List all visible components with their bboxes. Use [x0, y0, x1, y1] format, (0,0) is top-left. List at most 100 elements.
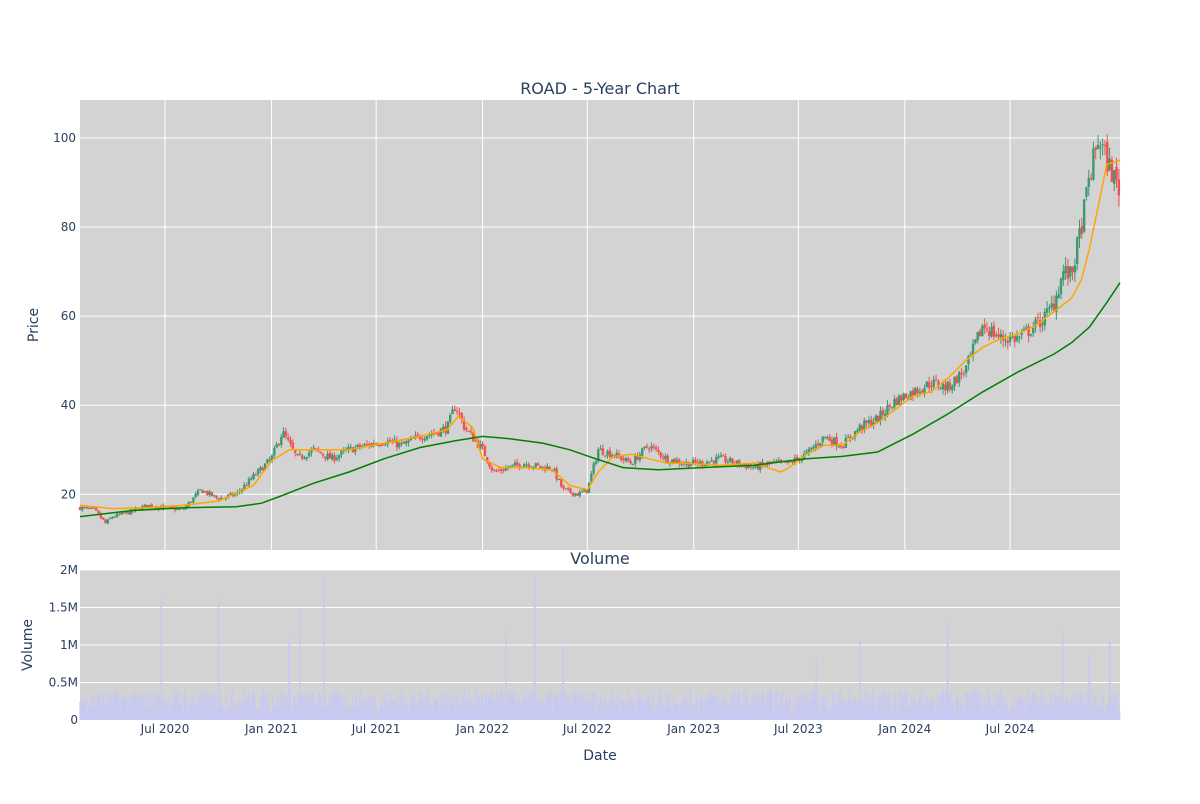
volume-bar: [839, 701, 841, 720]
volume-bar: [188, 696, 190, 720]
volume-bar: [403, 700, 405, 720]
volume-bar: [311, 690, 314, 720]
volume-bar: [607, 702, 609, 720]
volume-bar: [285, 708, 287, 720]
candle-body: [927, 382, 931, 388]
volume-bar: [596, 699, 599, 720]
volume-bar: [861, 701, 863, 720]
volume-bar: [126, 697, 128, 720]
volume-bar: [451, 703, 454, 720]
volume-bar: [426, 689, 428, 720]
volume-bar: [161, 693, 164, 720]
volume-bar: [715, 694, 718, 720]
volume-bar: [694, 711, 697, 720]
volume-bar: [537, 698, 539, 720]
volume-bar: [836, 705, 838, 720]
volume-bar: [1026, 703, 1029, 720]
candle-body: [747, 466, 750, 469]
volume-bar: [410, 699, 412, 720]
volume-bar: [592, 706, 595, 720]
volume-bar: [919, 694, 921, 720]
volume-bar: [345, 707, 347, 720]
volume-bar: [154, 695, 156, 720]
volume-bar: [660, 689, 662, 720]
candle-body: [580, 491, 584, 493]
volume-bar: [1024, 709, 1026, 720]
volume-bar: [981, 694, 983, 720]
volume-bar: [528, 692, 531, 720]
volume-bar: [356, 706, 358, 720]
volume-bar: [460, 698, 463, 720]
volume-bar: [530, 690, 532, 720]
volume-bar: [119, 713, 122, 720]
volume-bar: [432, 707, 434, 720]
volume-bar: [620, 710, 622, 720]
volume-bar: [552, 709, 554, 720]
volume-bar: [1056, 696, 1059, 720]
volume-bar: [524, 696, 526, 720]
volume-bar: [846, 705, 848, 720]
volume-bar: [941, 689, 944, 720]
volume-bar: [443, 712, 446, 720]
volume-bar: [137, 696, 139, 720]
volume-bar: [494, 702, 496, 720]
volume-bar: [858, 701, 860, 720]
volume-bar: [330, 701, 332, 720]
volume-bar: [317, 693, 319, 720]
candle-body: [1008, 336, 1012, 342]
volume-bar: [1009, 710, 1012, 720]
volume-bar: [807, 700, 809, 720]
volume-bar: [670, 709, 672, 720]
candle-body: [698, 461, 702, 464]
candle-body: [756, 463, 760, 470]
volume-bar: [627, 690, 629, 720]
candle-body: [88, 507, 91, 509]
volume-bar: [166, 701, 169, 720]
volume-bar: [881, 708, 884, 720]
volume-bar: [562, 648, 564, 720]
volume-bar: [656, 702, 658, 720]
volume-bar: [1003, 704, 1005, 720]
candle-body: [553, 469, 556, 471]
volume-bar: [349, 708, 351, 720]
volume-bar: [156, 697, 158, 720]
volume-bar: [243, 703, 245, 720]
volume-bar: [97, 706, 99, 720]
volume-bar: [335, 702, 337, 720]
volume-bar: [95, 702, 97, 720]
volume-bar: [964, 709, 966, 720]
volume-bar: [234, 701, 237, 720]
candle-body: [599, 448, 602, 451]
volume-bar: [153, 706, 156, 720]
volume-bar: [264, 711, 267, 720]
volume-bar: [127, 712, 129, 720]
volume-bar: [619, 691, 621, 720]
volume-bar: [238, 712, 240, 720]
volume-bar: [1064, 700, 1067, 720]
candle-body: [479, 444, 482, 449]
volume-bar: [336, 689, 338, 720]
volume-bar: [1046, 703, 1048, 720]
volume-bar: [703, 711, 705, 720]
volume-bar: [353, 709, 355, 720]
volume-bar: [658, 693, 660, 720]
volume-bar: [291, 712, 293, 720]
candle-body: [261, 467, 264, 471]
volume-bar: [1117, 698, 1119, 720]
volume-bar: [819, 693, 821, 720]
volume-bar: [363, 709, 365, 720]
volume-bar: [1059, 690, 1061, 720]
volume-bar: [257, 706, 259, 720]
volume-bar: [676, 694, 678, 720]
volume-bar: [704, 697, 706, 720]
volume-bar: [545, 703, 547, 720]
volume-bar: [271, 711, 273, 720]
volume-bar: [139, 696, 141, 720]
volume-bar: [1000, 695, 1003, 720]
volume-bar: [570, 699, 573, 720]
volume-bar: [115, 690, 117, 720]
volume-bar: [859, 641, 861, 720]
volume-bar: [1040, 691, 1042, 720]
volume-bar: [962, 712, 965, 720]
candle-body: [245, 485, 248, 487]
